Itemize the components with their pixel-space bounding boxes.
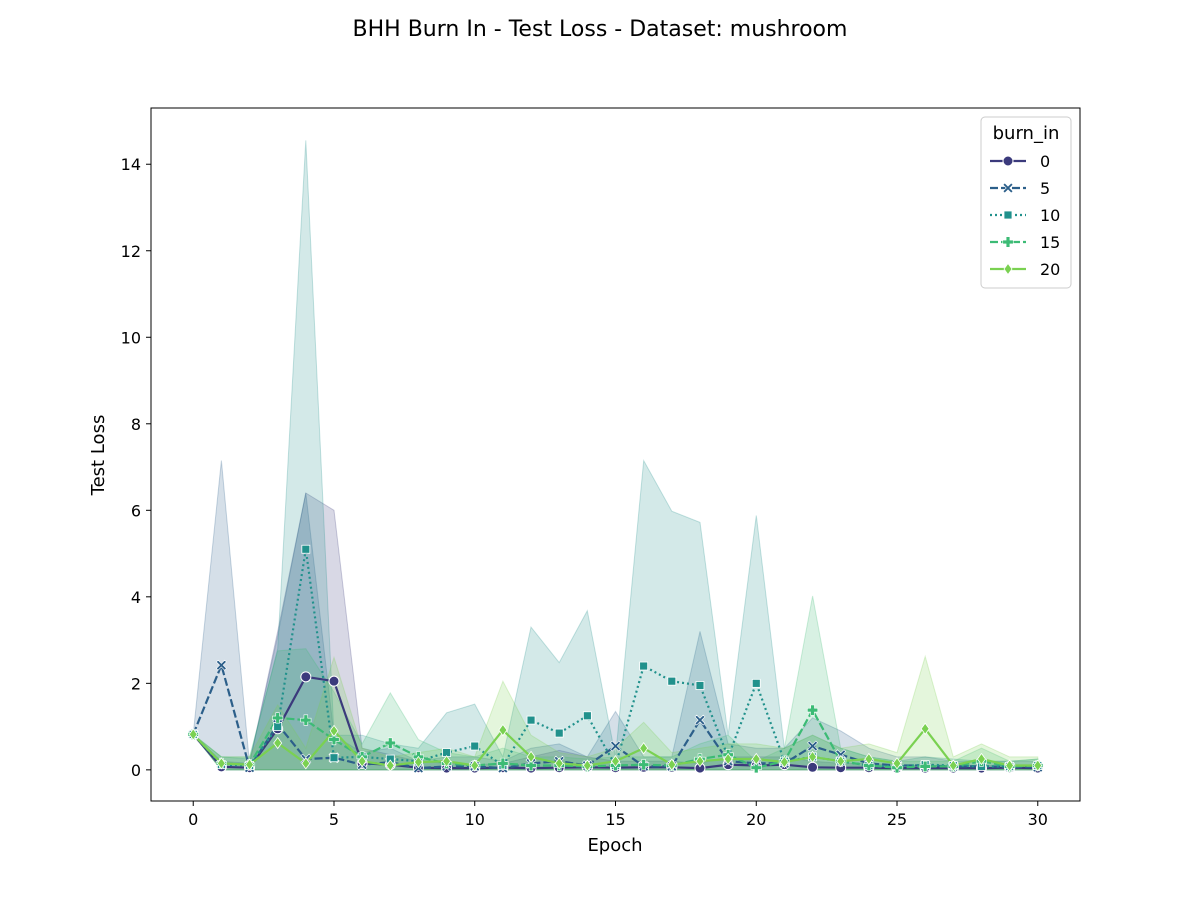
point-series-10: [751, 678, 761, 688]
x-tick-label: 5: [329, 810, 339, 829]
point-series-15: [750, 762, 762, 774]
point-series-20: [385, 759, 395, 772]
legend-marker-0: [1002, 155, 1014, 167]
x-tick-label: 0: [188, 810, 198, 829]
legend-label-20: 20: [1040, 260, 1060, 279]
point-series-20: [526, 750, 536, 764]
legend-label-5: 5: [1040, 179, 1050, 198]
y-tick-label: 8: [131, 415, 141, 434]
point-series-20: [948, 759, 958, 772]
x-tick-label: 30: [1028, 810, 1048, 829]
point-series-15: [328, 734, 340, 746]
y-axis-label: Test Loss: [88, 415, 109, 497]
y-tick-label: 4: [131, 588, 141, 607]
point-series-10: [301, 544, 311, 554]
point-series-20: [808, 750, 818, 764]
point-series-15: [807, 704, 819, 716]
point-series-15: [300, 714, 312, 726]
x-tick-label: 15: [605, 810, 625, 829]
point-series-20: [1033, 759, 1043, 772]
point-series-20: [498, 723, 508, 737]
point-series-10: [526, 715, 536, 725]
point-series-15: [525, 759, 537, 772]
legend-label-15: 15: [1040, 233, 1060, 252]
point-series-15: [638, 759, 650, 771]
point-series-15: [272, 712, 284, 724]
point-series-10: [667, 676, 677, 686]
point-series-20: [413, 755, 423, 769]
point-series-5: [215, 659, 227, 671]
point-series-20: [723, 752, 733, 766]
point-series-20: [1005, 759, 1015, 772]
y-tick-label: 0: [131, 761, 141, 780]
point-series-10: [639, 661, 649, 671]
point-series-15: [919, 760, 931, 772]
point-series-20: [301, 757, 311, 770]
point-series-20: [639, 742, 649, 755]
point-series-10: [554, 728, 564, 738]
point-series-20: [836, 755, 846, 768]
series-markers: [187, 544, 1044, 774]
point-series-20: [245, 758, 255, 771]
point-series-10: [273, 722, 283, 731]
point-series-20: [357, 755, 367, 768]
point-series-0: [807, 761, 819, 773]
point-series-20: [554, 757, 564, 770]
point-series-20: [864, 752, 874, 766]
point-series-15: [384, 737, 396, 749]
y-tick-label: 6: [131, 501, 141, 520]
point-series-0: [328, 675, 340, 687]
point-series-20: [695, 755, 705, 768]
point-series-10: [695, 681, 705, 690]
confidence-bands: [192, 140, 1039, 771]
point-series-20: [442, 755, 452, 768]
point-series-20: [216, 757, 226, 770]
legend-marker-5: [1002, 182, 1014, 194]
legend-marker-15: [1002, 236, 1014, 248]
legend: burn_in 0 5 10 15 20: [980, 116, 1072, 289]
point-series-20: [751, 752, 761, 766]
point-series-20: [892, 757, 902, 770]
point-series-5: [807, 740, 818, 752]
y-tick-label: 12: [121, 242, 141, 261]
y-tick-label: 10: [121, 328, 141, 347]
legend-title: burn_in: [993, 123, 1060, 144]
point-series-20: [329, 724, 339, 738]
point-series-20: [582, 759, 592, 772]
point-series-20: [667, 758, 677, 771]
point-series-20: [611, 755, 620, 768]
x-tick-label: 20: [746, 810, 766, 829]
point-series-20: [920, 722, 930, 735]
point-series-10: [582, 711, 592, 721]
x-tick-label: 25: [887, 810, 907, 829]
point-series-10: [470, 741, 480, 751]
point-series-0: [300, 671, 312, 683]
point-series-5: [694, 714, 706, 726]
x-tick-label: 10: [465, 810, 485, 829]
chart-title: BHH Burn In - Test Loss - Dataset: mushr…: [353, 17, 848, 42]
point-series-15: [497, 757, 509, 769]
point-series-20: [976, 752, 986, 766]
legend-marker-20: [1003, 262, 1013, 276]
point-series-5: [610, 740, 621, 752]
point-series-20: [188, 728, 198, 741]
y-tick-label: 14: [121, 155, 141, 174]
point-series-20: [273, 736, 283, 750]
point-series-20: [470, 759, 480, 772]
point-series-20: [779, 755, 789, 769]
y-axis: 0 2 4 6 8 10 12 14: [121, 155, 151, 780]
x-axis: 0 5 10 15 20 25 30: [188, 801, 1048, 829]
point-series-15: [863, 759, 875, 772]
legend-label-10: 10: [1040, 206, 1060, 225]
legend-label-0: 0: [1040, 152, 1050, 171]
legend-marker-10: [1003, 210, 1013, 220]
legend-entries: 0 5 10 15 20: [990, 152, 1060, 279]
point-series-10: [329, 753, 339, 763]
y-tick-label: 2: [131, 674, 141, 693]
x-axis-label: Epoch: [587, 835, 642, 856]
